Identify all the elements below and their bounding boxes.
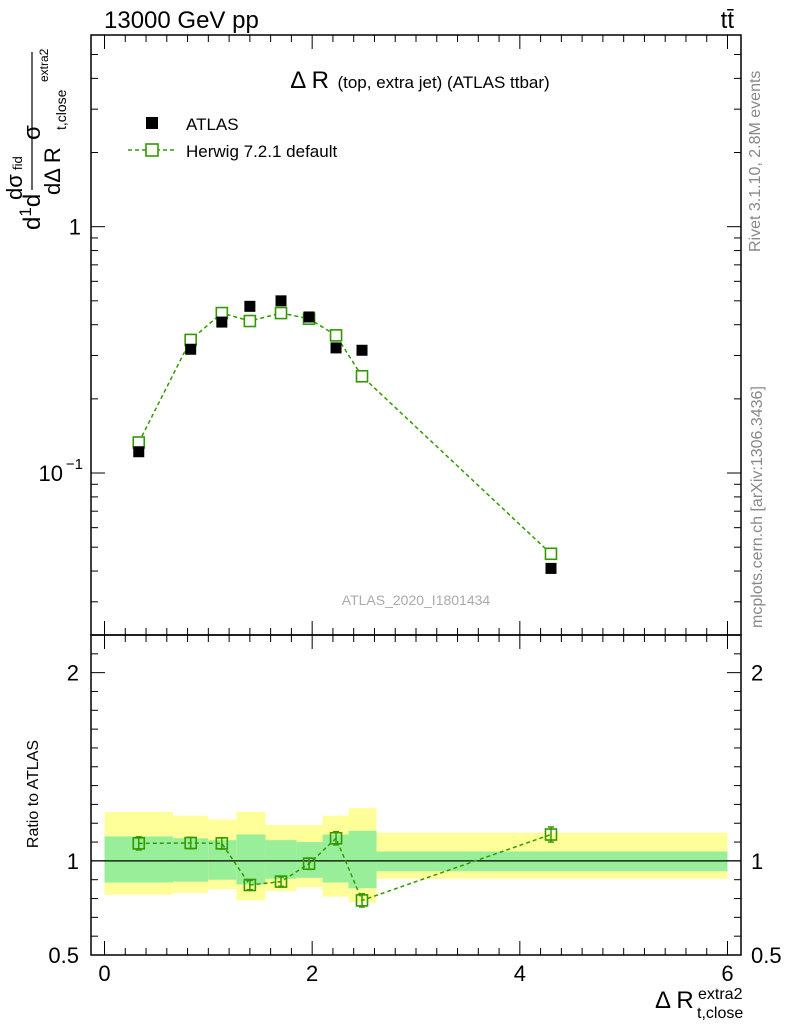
legend-atlas-label: ATLAS	[186, 115, 239, 134]
ratio-point	[329, 831, 343, 845]
ylabel-denominator: dΔ R	[40, 147, 65, 195]
ratio-inner-band	[265, 840, 297, 879]
main-y-tick-label: 1	[69, 215, 81, 240]
ratio-y-tick-label: 2	[67, 661, 79, 686]
main-y-tick-label: 10	[39, 461, 63, 486]
ratio-inner-band	[348, 830, 377, 889]
ratio-plot-panel: 0.5 0.5 1 1 2 2 0 2 4 6	[48, 634, 782, 986]
plot-title: Δ R (top, extra jet) (ATLAS ttbar)	[290, 67, 549, 94]
ratio-point	[274, 875, 288, 888]
herwig-point	[355, 369, 369, 383]
x-tick-label: 0	[98, 961, 110, 986]
herwig-curve	[138, 312, 552, 555]
ratio-frame-border	[90, 634, 742, 956]
ylabel-dsigma: d	[19, 194, 46, 207]
ratio-uncertainty-bands	[104, 808, 728, 903]
x-tick-label: 6	[721, 961, 733, 986]
ratio-point	[184, 836, 197, 850]
energy-label: 13000 GeV pp	[104, 7, 259, 34]
legend-herwig-marker	[145, 143, 159, 157]
herwig-point	[544, 547, 558, 561]
plot-title-detail: (top, extra jet) (ATLAS ttbar)	[337, 73, 549, 92]
atlas-point	[545, 562, 557, 574]
ratio-y-tick-label-right: 2	[751, 661, 763, 686]
rivet-label: Rivet 3.1.10, 2.8M events	[747, 71, 764, 252]
ylabel-fid: fid	[10, 156, 25, 170]
ratio-point	[215, 837, 229, 850]
x-tick-label: 4	[514, 961, 526, 986]
svg-text:d1d: d1d	[16, 194, 46, 230]
main-plot-panel: 1 10 −1	[39, 34, 742, 636]
ratio-point	[302, 857, 316, 871]
ratio-point	[355, 894, 369, 907]
x-axis-label: Δ R t,close extra2	[655, 986, 743, 1022]
analysis-watermark: ATLAS_2020_I1801434	[342, 592, 491, 608]
herwig-point	[329, 329, 343, 342]
herwig-point	[274, 306, 288, 320]
atlas-point	[275, 295, 287, 307]
ratio-point	[544, 828, 558, 841]
legend-atlas-marker	[146, 117, 158, 129]
ratio-y-tick-label: 0.5	[48, 943, 79, 968]
atlas-point	[244, 300, 256, 312]
ratio-plot-data	[132, 826, 558, 908]
ratio-y-tick-label-right: 0.5	[751, 943, 782, 968]
ylabel-d1: d	[19, 217, 46, 230]
ylabel-one: 1	[16, 207, 35, 216]
plot-title-main: Δ R	[290, 67, 329, 94]
ratio-y-axis-label: Ratio to ATLAS	[25, 740, 42, 848]
ratio-y-tick-label: 1	[67, 849, 79, 874]
ratio-point	[243, 878, 257, 892]
atlas-point	[330, 342, 342, 354]
xlabel-main: Δ R	[655, 987, 694, 1014]
legend-herwig-label: Herwig 7.2.1 default	[186, 142, 337, 161]
ratio-y-tick-label-right: 1	[751, 849, 763, 874]
legend: ATLAS Herwig 7.2.1 default	[128, 115, 337, 161]
xlabel-sup: extra2	[698, 986, 743, 1003]
main-y-axis-label: d1d dσ fid σ dΔ R t,close extra2	[2, 48, 69, 230]
x-tick-label: 2	[306, 961, 318, 986]
process-label: tt̄	[721, 7, 735, 34]
ylabel-numerator: dσ	[2, 174, 27, 200]
atlas-point	[356, 344, 368, 356]
main-y-tick-label-exponent: −1	[66, 456, 83, 473]
main-plot-data	[132, 295, 558, 574]
atlas-point	[216, 316, 228, 328]
xlabel-sub: t,close	[697, 1005, 743, 1022]
atlas-point	[185, 343, 197, 355]
mcplots-label: mcplots.cern.ch [arXiv:1306.3436]	[749, 386, 766, 628]
atlas-point	[133, 446, 145, 458]
ratio-inner-band	[236, 834, 266, 885]
ylabel-denominator-sub: t,close	[53, 89, 69, 130]
herwig-point	[243, 314, 257, 328]
ylabel-denominator-sup: extra2	[37, 48, 51, 82]
atlas-point	[303, 311, 315, 323]
ratio-point	[132, 837, 146, 850]
